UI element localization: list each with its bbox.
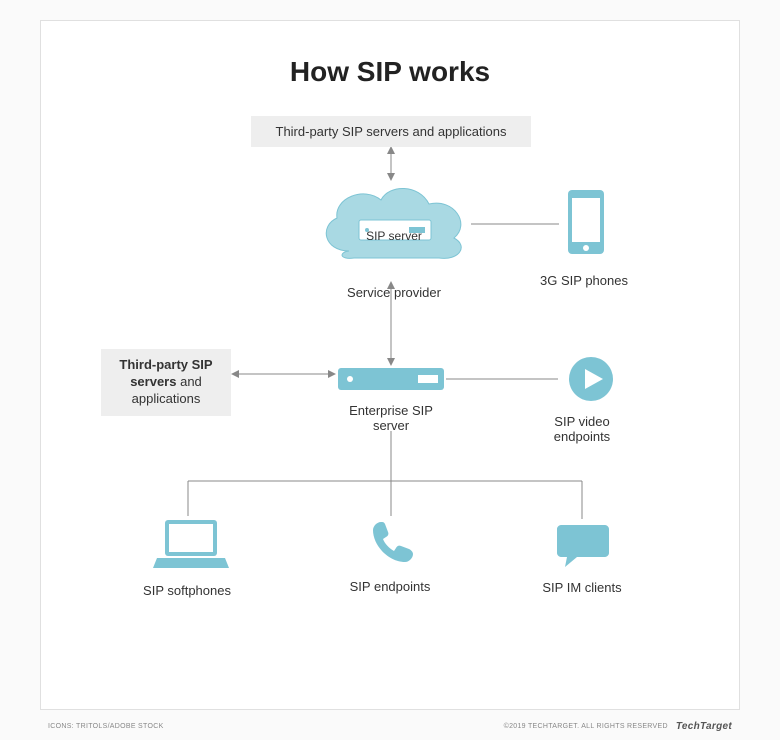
cloud-sip-server: SIP server Service provider bbox=[309, 176, 479, 310]
diagram-canvas: How SIP works bbox=[41, 21, 739, 709]
phone-handset-icon bbox=[367, 516, 419, 568]
cloud-sub-label: Service provider bbox=[309, 285, 479, 300]
enterprise-server-node: Enterprise SIP server bbox=[336, 366, 446, 429]
chat-label: SIP IM clients bbox=[527, 580, 637, 595]
laptop-label: SIP softphones bbox=[132, 583, 242, 598]
footer-left: ICONS: TRITOLS/ADOBE STOCK bbox=[48, 723, 164, 730]
video-endpoint-node: SIP video endpoints bbox=[551, 353, 631, 440]
phone-3g-node: 3G SIP phones bbox=[546, 186, 626, 286]
play-circle-icon bbox=[565, 353, 617, 405]
phone-3g-label: 3G SIP phones bbox=[534, 273, 634, 288]
smartphone-icon bbox=[556, 186, 616, 266]
laptop-node: SIP softphones bbox=[146, 516, 236, 594]
laptop-icon bbox=[151, 516, 231, 574]
cloud-icon bbox=[309, 176, 479, 276]
handset-label: SIP endpoints bbox=[335, 579, 445, 594]
diagram-title: How SIP works bbox=[41, 56, 739, 88]
server-icon bbox=[336, 366, 446, 394]
third-party-top-box: Third-party SIP servers and applications bbox=[251, 116, 531, 147]
handset-node: SIP endpoints bbox=[363, 516, 423, 588]
footer-right-text: ©2019 TECHTARGET. ALL RIGHTS RESERVED bbox=[504, 723, 668, 730]
chat-node: SIP IM clients bbox=[553, 519, 613, 591]
footer: ICONS: TRITOLS/ADOBE STOCK ©2019 TECHTAR… bbox=[48, 721, 732, 732]
cloud-main-label: SIP server bbox=[309, 229, 479, 243]
video-label: SIP video endpoints bbox=[537, 414, 627, 444]
third-party-left-box: Third-party SIP servers and applications bbox=[101, 349, 231, 416]
enterprise-label: Enterprise SIP server bbox=[336, 403, 446, 433]
diagram-frame: How SIP works bbox=[40, 20, 740, 710]
techtarget-logo: TechTarget bbox=[676, 721, 732, 732]
chat-bubble-icon bbox=[555, 519, 611, 571]
